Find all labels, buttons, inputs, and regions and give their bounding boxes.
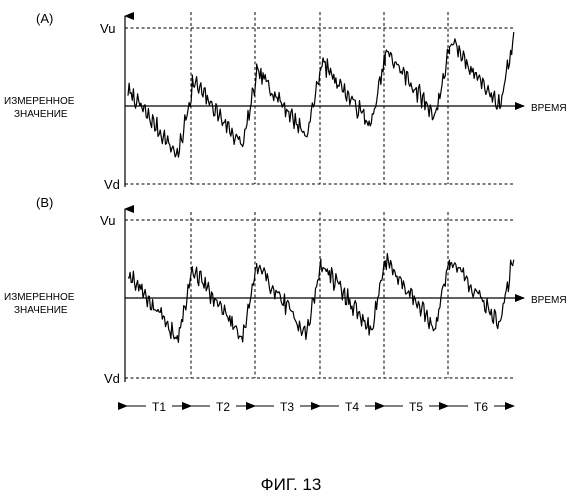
period-label-t2: T2: [216, 400, 230, 414]
period-label-t6: T6: [474, 400, 488, 414]
panel-a-ylabel-line1: ИЗМЕРЕННОЕ: [4, 96, 75, 107]
panel-a-period-dividers: [191, 12, 448, 184]
panel-a-vd-label: Vd: [104, 177, 120, 192]
period-label-t1: T1: [152, 400, 166, 414]
panel-a-label: (A): [36, 11, 53, 26]
period-label-t5: T5: [409, 400, 423, 414]
panel-b-vu-label: Vu: [100, 213, 115, 228]
panel-b-vd-label: Vd: [104, 371, 120, 386]
panel-a-ylabel-line2: ЗНАЧЕНИЕ: [14, 109, 68, 120]
panel-b-label: (B): [36, 195, 53, 210]
figure-caption: ФИГ. 13: [261, 475, 322, 494]
panel-b-ylabel-line2: ЗНАЧЕНИЕ: [14, 305, 68, 316]
panel-a: (A) Vu Vd ИЗМЕРЕННОЕ ЗНАЧЕНИЕ ВРЕМЯ: [4, 11, 567, 192]
panel-b-xlabel: ВРЕМЯ: [531, 295, 567, 306]
period-label-t4: T4: [345, 400, 359, 414]
panel-b-ylabel-line1: ИЗМЕРЕННОЕ: [4, 292, 75, 303]
period-label-t3: T3: [280, 400, 294, 414]
panel-a-xlabel: ВРЕМЯ: [531, 103, 567, 114]
panel-a-vu-label: Vu: [100, 21, 115, 36]
panel-b: (B) Vu Vd ИЗМЕРЕННОЕ ЗНАЧЕНИЕ ВРЕМЯ: [4, 195, 567, 414]
panel-a-waveform: [128, 32, 514, 157]
